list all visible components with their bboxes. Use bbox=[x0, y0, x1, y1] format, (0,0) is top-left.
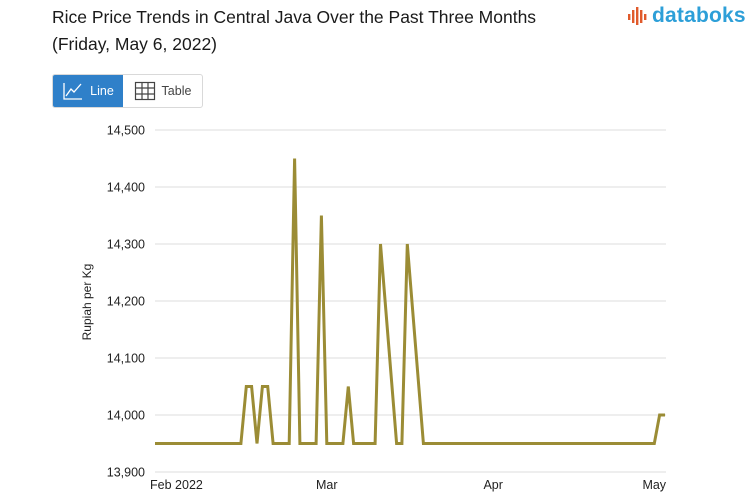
x-tick-label: Apr bbox=[483, 478, 502, 492]
series-group bbox=[154, 158, 666, 445]
view-toggle: Line Table bbox=[52, 74, 203, 108]
y-tick-label: 14,500 bbox=[107, 124, 145, 138]
y-tick-label: 14,100 bbox=[107, 352, 145, 366]
title-line-1: Rice Price Trends in Central Java Over t… bbox=[52, 7, 537, 27]
table-grid-icon bbox=[134, 81, 155, 101]
y-tick-label: 14,000 bbox=[107, 409, 145, 423]
grid-lines bbox=[155, 129, 666, 473]
title-line-2: (Friday, May 6, 2022) bbox=[52, 34, 218, 54]
y-tick-label: 14,200 bbox=[107, 295, 145, 309]
logo-text: databoks bbox=[652, 4, 746, 27]
x-tick-label: May bbox=[642, 478, 666, 492]
bar-burst-icon bbox=[628, 7, 647, 25]
x-tick-label: Feb 2022 bbox=[150, 478, 203, 492]
y-tick-label: 14,300 bbox=[107, 238, 145, 252]
y-axis-label: Rupiah per Kg bbox=[80, 264, 94, 341]
x-tick-label: Mar bbox=[316, 478, 338, 492]
y-axis-ticks: 13,900 14,000 14,100 14,200 14,300 14,400 14,5… bbox=[107, 124, 145, 480]
y-tick-label: 13,900 bbox=[107, 466, 145, 480]
y-tick-label: 14,400 bbox=[107, 181, 145, 195]
table-view-label: Table bbox=[161, 84, 192, 98]
x-axis-ticks: Feb 2022 Mar Apr May bbox=[150, 478, 667, 492]
line-chart-icon bbox=[63, 83, 83, 100]
table-view-button[interactable]: Table bbox=[123, 75, 202, 107]
line-view-button[interactable]: Line bbox=[53, 75, 123, 107]
databoks-logo[interactable]: databoks bbox=[626, 4, 746, 28]
chart-title: Rice Price Trends in Central Java Over t… bbox=[52, 4, 612, 58]
line-view-label: Line bbox=[90, 84, 114, 98]
